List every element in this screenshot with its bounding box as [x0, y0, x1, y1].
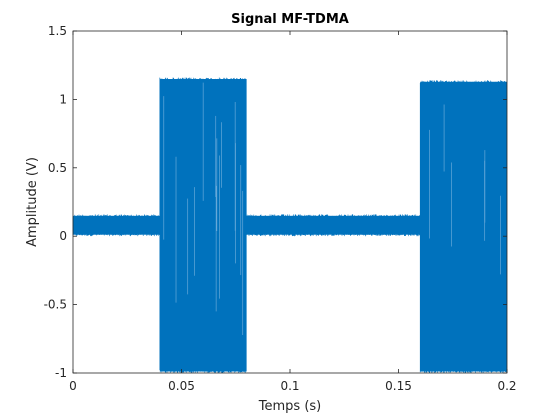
x-tick-label: 0 [69, 379, 77, 393]
y-tick-label: 1 [59, 92, 67, 106]
chart-title: Signal MF-TDMA [231, 12, 349, 27]
y-tick-label: 1.5 [48, 24, 67, 38]
x-tick-label: 0.05 [168, 379, 195, 393]
y-tick-label: -1 [55, 366, 67, 380]
x-tick-label: 0.1 [280, 379, 299, 393]
signal-segment [72, 214, 160, 237]
y-tick-label: -0.5 [44, 298, 67, 312]
y-tick-label: 0.5 [48, 161, 67, 175]
signal-segment [159, 77, 247, 373]
x-axis-ticks: 0 0.05 0.1 0.15 0.2 [69, 31, 517, 393]
y-tick-label: 0 [59, 229, 67, 243]
x-axis-label: Temps (s) [258, 399, 321, 414]
x-tick-label: 0.15 [385, 379, 412, 393]
signal-segment [246, 214, 421, 237]
signal-segment [419, 80, 507, 373]
x-tick-label: 0.2 [497, 379, 516, 393]
signal-series [72, 77, 507, 373]
y-axis-label: Amplitude (V) [25, 157, 40, 247]
y-axis-ticks: -1 -0.5 0 0.5 1 1.5 [44, 24, 507, 380]
